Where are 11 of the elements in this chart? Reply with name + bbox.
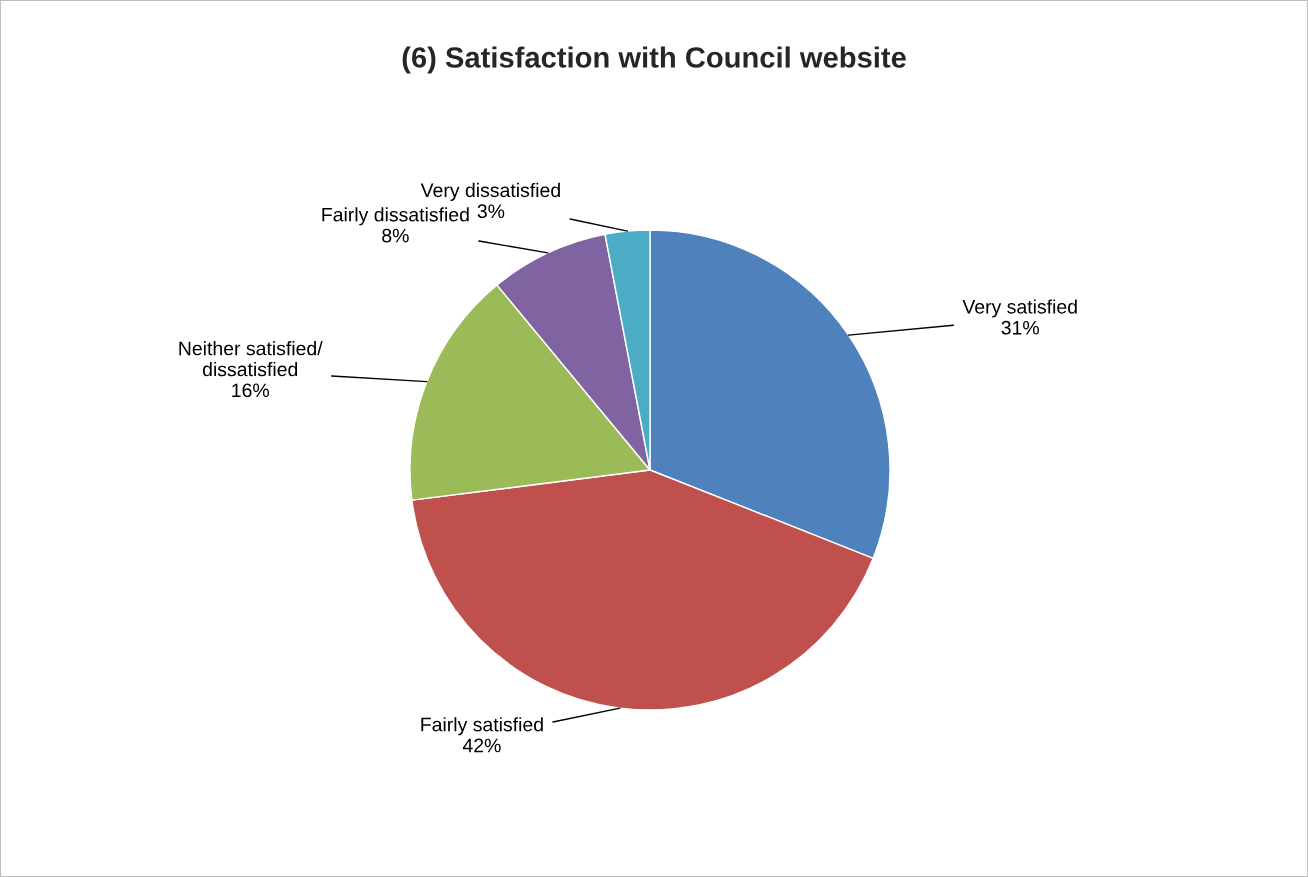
data-label: 8% <box>382 228 409 243</box>
slice-label: Very dissatisfied <box>420 182 560 201</box>
data-label: 3% <box>477 204 505 219</box>
slice-label: Very satisfied <box>962 299 1077 318</box>
data-label: 31% <box>1001 320 1039 335</box>
slice-label: Fairly satisfied <box>421 717 543 736</box>
slice-label: Fairly dissatisfied <box>322 207 469 226</box>
chart-title: (6) Satisfaction with Council website <box>402 46 906 74</box>
data-label: 42% <box>462 738 501 753</box>
data-label: 16% <box>232 383 269 398</box>
slice-label: Neither satisfied/ dissatisfied <box>179 341 323 377</box>
